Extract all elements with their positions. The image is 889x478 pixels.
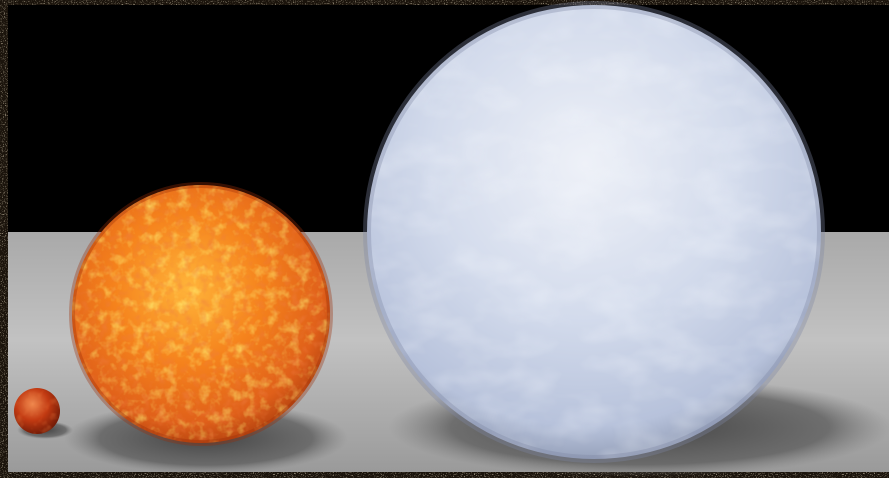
- tiny-red-sphere: [14, 388, 60, 434]
- white-blue-sphere: [363, 1, 825, 463]
- orange-sphere: [69, 182, 333, 446]
